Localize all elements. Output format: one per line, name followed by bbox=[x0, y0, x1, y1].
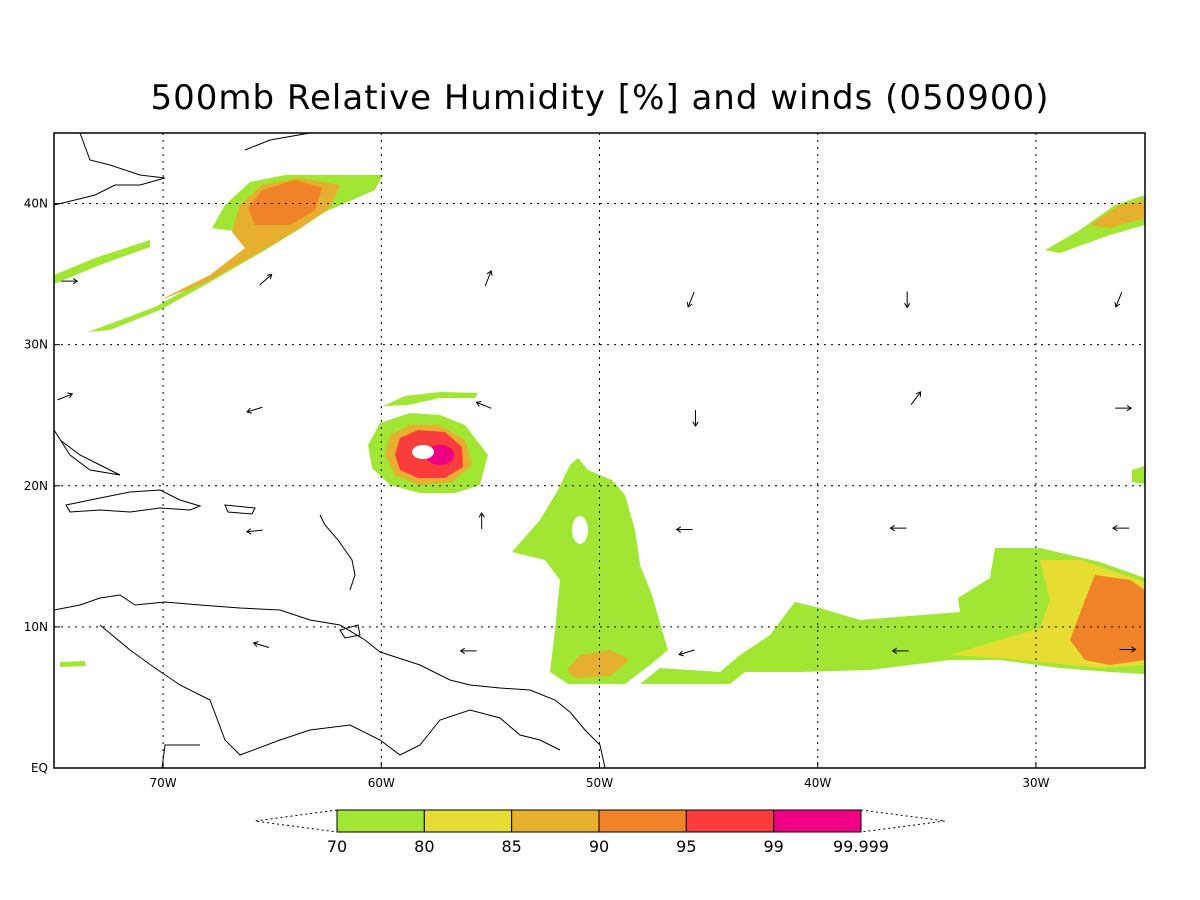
colorbar: 70 80 85 90 95 99 99.999 bbox=[254, 809, 946, 856]
wind-arrow bbox=[1119, 646, 1137, 653]
wind-arrow bbox=[478, 512, 485, 530]
humidity-cyclone-outer-arc bbox=[383, 392, 478, 406]
y-tick-label: EQ bbox=[31, 761, 48, 775]
coastline-south-america bbox=[54, 594, 606, 768]
wind-arrow bbox=[686, 291, 695, 308]
wind-arrow bbox=[246, 406, 263, 414]
wind-arrow bbox=[910, 391, 922, 405]
x-tick-label: 50W bbox=[586, 776, 613, 790]
y-tick-label: 10N bbox=[24, 620, 48, 634]
wind-vectors bbox=[57, 270, 1137, 657]
colorbar-label: 70 bbox=[327, 837, 347, 856]
colorbar-label: 95 bbox=[676, 837, 696, 856]
humidity-contours bbox=[54, 175, 1145, 684]
wind-arrow bbox=[891, 647, 909, 654]
humidity-band-northwest bbox=[88, 175, 383, 332]
colorbar-left-triangle bbox=[254, 809, 338, 833]
colorbar-swatch bbox=[423, 809, 513, 833]
colorbar-label: 99 bbox=[763, 837, 783, 856]
wind-arrow bbox=[1112, 525, 1129, 532]
wind-arrow bbox=[1115, 405, 1133, 412]
wind-arrow bbox=[259, 273, 273, 286]
humidity-spot-west bbox=[60, 661, 86, 667]
colorbar-swatch bbox=[773, 809, 862, 833]
y-tick-label: 40N bbox=[24, 197, 48, 211]
colorbar-label: 90 bbox=[589, 837, 609, 856]
wind-arrow bbox=[678, 649, 695, 657]
colorbar-swatch bbox=[336, 809, 425, 833]
wind-arrow bbox=[889, 525, 907, 532]
cyclone-eye bbox=[412, 445, 434, 459]
colorbar-swatch bbox=[598, 809, 687, 833]
graticule bbox=[54, 133, 1145, 768]
x-tick-label: 30W bbox=[1022, 776, 1049, 790]
colorbar-swatch bbox=[685, 809, 775, 833]
x-tick-label: 40W bbox=[804, 776, 831, 790]
wind-arrow bbox=[904, 291, 911, 309]
colorbar-label: 85 bbox=[501, 837, 521, 856]
coastline-lesser-antilles bbox=[319, 514, 356, 591]
coastline-puerto-rico bbox=[224, 504, 256, 515]
wind-arrow bbox=[484, 270, 493, 286]
humidity-band-west bbox=[54, 240, 150, 284]
humidity-band-east bbox=[1132, 466, 1145, 484]
humidity-band-northwest-90 bbox=[248, 180, 322, 225]
wind-arrow bbox=[57, 392, 74, 401]
coastline-caribbean bbox=[65, 489, 202, 513]
coastline-trinidad bbox=[339, 624, 361, 639]
y-tick-label: 20N bbox=[24, 479, 48, 493]
humidity-central-hole bbox=[572, 516, 588, 544]
coastlines bbox=[54, 133, 606, 768]
coastline-bottom-left bbox=[161, 744, 200, 768]
humidity-band-southeast-90 bbox=[1070, 575, 1145, 665]
wind-arrow bbox=[252, 641, 270, 649]
wind-arrow bbox=[692, 410, 699, 427]
wind-arrow bbox=[475, 400, 492, 409]
x-tick-label: 70W bbox=[150, 776, 177, 790]
y-tick-label: 30N bbox=[24, 338, 48, 352]
x-tick-label: 60W bbox=[368, 776, 395, 790]
wind-arrow bbox=[61, 278, 79, 285]
colorbar-swatch bbox=[511, 809, 600, 833]
colorbar-label: 80 bbox=[414, 837, 434, 856]
wind-arrow bbox=[675, 526, 693, 533]
map-title: 500mb Relative Humidity [%] and winds (0… bbox=[150, 78, 1050, 118]
humidity-central-85 bbox=[567, 650, 630, 678]
coastline-nova-scotia bbox=[244, 133, 311, 151]
colorbar-label: 99.999 bbox=[833, 837, 889, 856]
colorbar-right-triangle bbox=[860, 809, 946, 833]
humidity-band-northeast-85 bbox=[1090, 200, 1145, 228]
wind-arrow bbox=[1114, 291, 1123, 308]
coastline-cuba bbox=[54, 429, 121, 476]
coastline-south-america-interior bbox=[99, 624, 561, 756]
wind-arrow bbox=[245, 528, 263, 535]
humidity-central-tongue bbox=[512, 458, 668, 684]
axis-labels: 70W 60W 50W 40W 30W EQ 10N 20N 30N 40N bbox=[24, 197, 1050, 790]
wind-arrow bbox=[459, 647, 477, 654]
coastline-north-america bbox=[54, 133, 166, 206]
